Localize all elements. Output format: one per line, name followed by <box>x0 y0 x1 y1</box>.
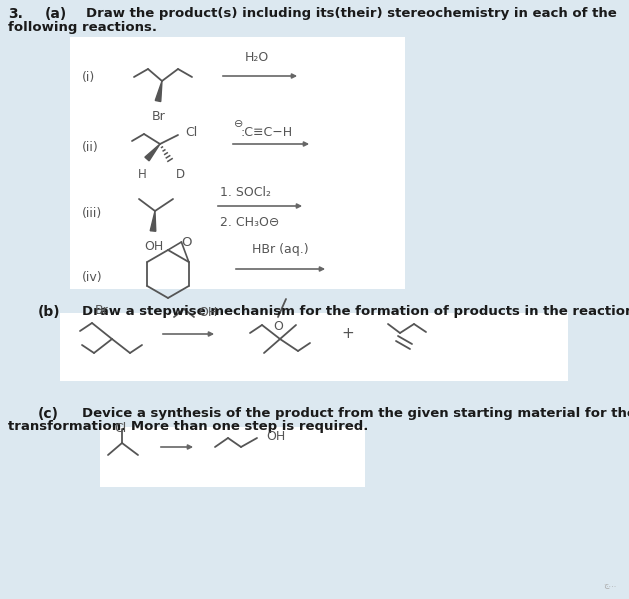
Text: Br: Br <box>152 110 166 123</box>
Text: OH: OH <box>266 429 285 443</box>
Text: (iii): (iii) <box>82 207 103 220</box>
Text: O: O <box>273 320 283 334</box>
Text: Draw a stepwise mechanism for the formation of products in the reaction below.: Draw a stepwise mechanism for the format… <box>82 305 629 318</box>
Polygon shape <box>155 81 162 102</box>
Bar <box>100 427 365 487</box>
Text: ج...: ج... <box>604 580 617 589</box>
Text: H: H <box>138 168 147 181</box>
Text: H₂O: H₂O <box>245 51 269 64</box>
Polygon shape <box>145 144 160 161</box>
Text: 2. CH₃O⊖: 2. CH₃O⊖ <box>220 216 279 229</box>
Text: OH: OH <box>198 307 217 319</box>
Text: 3.: 3. <box>8 7 23 21</box>
Text: (b): (b) <box>38 305 60 319</box>
Polygon shape <box>150 211 156 231</box>
Text: (c): (c) <box>38 407 59 421</box>
Text: :C≡C−H: :C≡C−H <box>240 126 292 138</box>
Text: (ii): (ii) <box>82 141 99 153</box>
Text: following reactions.: following reactions. <box>8 20 157 34</box>
Bar <box>60 313 568 381</box>
Text: Cl: Cl <box>114 422 126 435</box>
Text: D: D <box>176 168 185 181</box>
Text: +: + <box>342 326 354 341</box>
Text: 1. SOCl₂: 1. SOCl₂ <box>220 186 271 199</box>
Text: transformation. More than one step is required.: transformation. More than one step is re… <box>8 420 369 433</box>
Text: Device a synthesis of the product from the given starting material for the follo: Device a synthesis of the product from t… <box>82 407 629 420</box>
Text: HBr (aq.): HBr (aq.) <box>252 243 308 256</box>
Text: Cl: Cl <box>185 126 198 138</box>
Text: Br: Br <box>95 304 109 317</box>
Text: O: O <box>181 235 192 249</box>
Bar <box>70 37 405 289</box>
Text: (iv): (iv) <box>82 271 103 283</box>
Text: (a): (a) <box>45 7 67 21</box>
Text: (i): (i) <box>82 71 95 83</box>
Text: ⊖: ⊖ <box>234 119 243 129</box>
Text: Draw the product(s) including its(their) stereochemistry in each of the: Draw the product(s) including its(their)… <box>86 8 617 20</box>
Text: OH: OH <box>145 240 164 253</box>
